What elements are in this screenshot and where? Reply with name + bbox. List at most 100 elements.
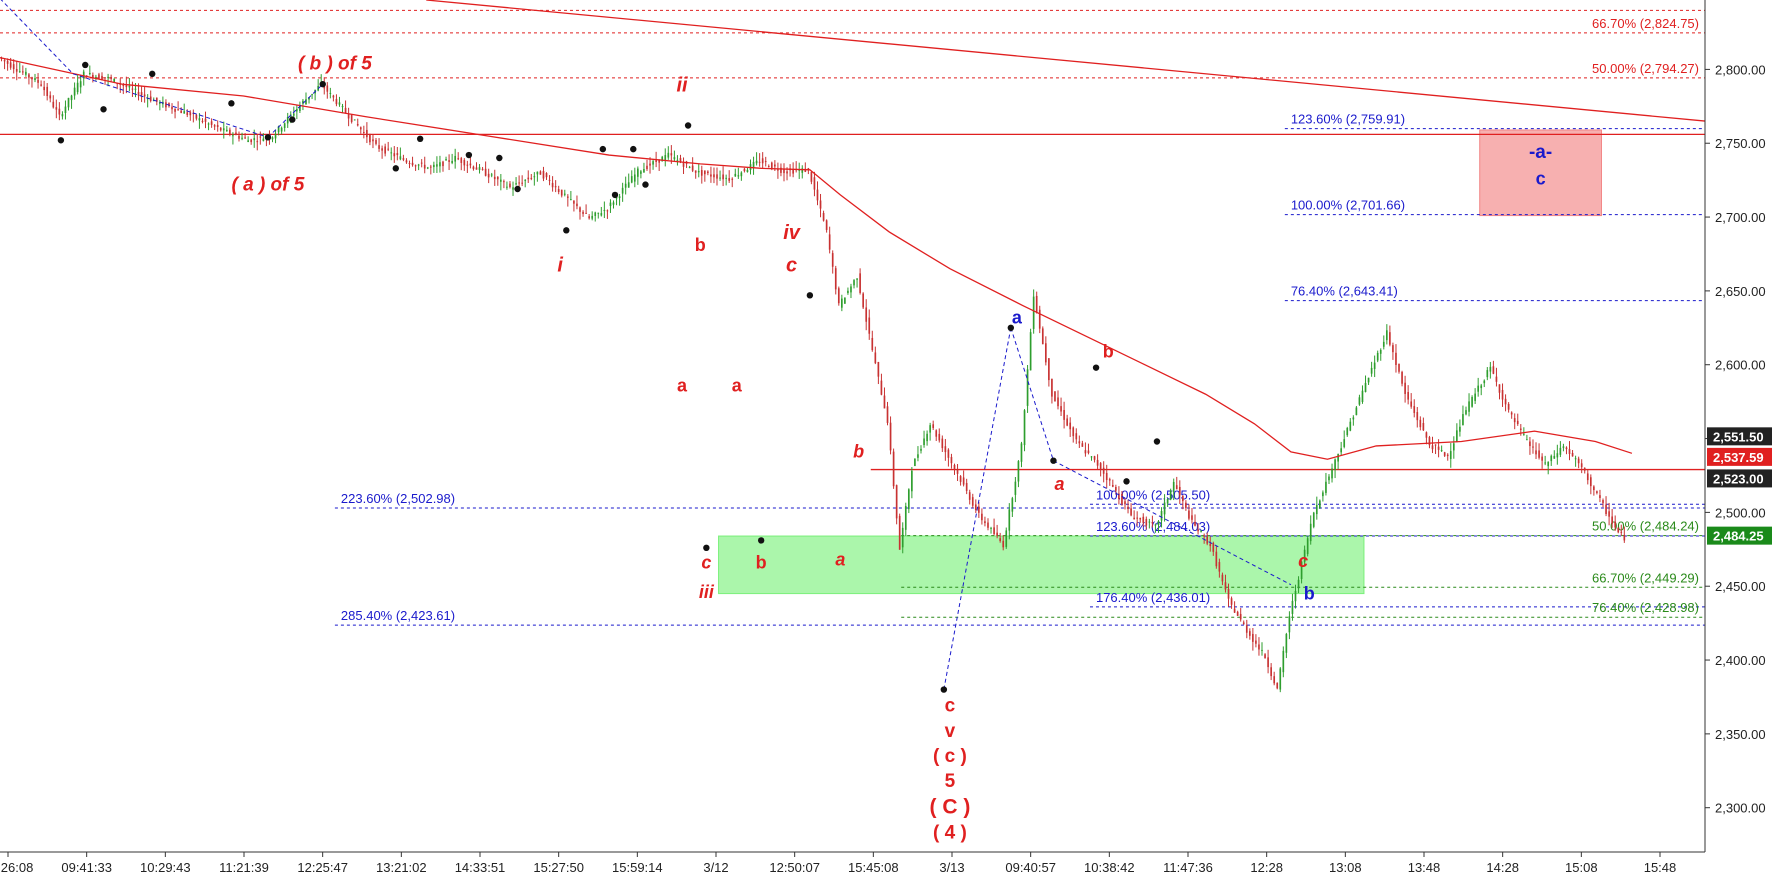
candle-body <box>938 433 941 441</box>
candle-body <box>183 111 186 114</box>
candle-body <box>433 164 435 168</box>
candle-body <box>588 216 590 219</box>
candle-body <box>180 110 182 113</box>
wave-label: 5 <box>945 771 956 792</box>
candle-body <box>472 166 475 170</box>
candle-body <box>408 163 411 165</box>
wave-label: c <box>701 552 711 572</box>
candle-body <box>1431 445 1434 450</box>
candle-body <box>652 161 654 165</box>
candle-body <box>1248 631 1251 636</box>
candle-body <box>1291 600 1294 614</box>
candle-body <box>1328 476 1330 481</box>
pivot-dot <box>1050 457 1057 464</box>
candle-body <box>1583 467 1586 471</box>
trend-line <box>0 0 74 75</box>
candle-body <box>332 95 335 98</box>
candle-body <box>1398 363 1400 372</box>
pivot-dot <box>57 137 65 144</box>
candle-body <box>807 168 810 170</box>
candle-body <box>43 86 45 91</box>
candle-body <box>283 123 286 128</box>
candle-body <box>764 161 767 163</box>
candle-body <box>907 489 910 510</box>
candle-body <box>402 158 405 160</box>
wave-label: b <box>695 235 706 255</box>
pivot-dot <box>684 122 692 129</box>
candle-body <box>232 135 234 137</box>
candle-body <box>1017 461 1020 482</box>
fib-level-label: 223.60% (2,502.98) <box>341 491 455 506</box>
candle-body <box>731 178 734 180</box>
candle-body <box>1437 446 1440 450</box>
candle-body <box>1133 517 1135 520</box>
y-tick-label: 2,650.00 <box>1715 284 1766 299</box>
candle-body <box>1346 428 1349 436</box>
pivot-dot <box>465 151 473 159</box>
fib-level-label: 100.00% (2,701.66) <box>1291 198 1405 213</box>
candle-body <box>277 126 280 133</box>
candle-body <box>1532 446 1534 448</box>
candle-body <box>466 164 469 166</box>
candle-body <box>198 118 201 121</box>
y-tick-label: 2,300.00 <box>1715 801 1766 816</box>
candle-body <box>929 425 931 433</box>
candle-body <box>1492 366 1495 374</box>
candle-body <box>898 515 901 550</box>
pivot-dot <box>757 537 765 544</box>
candle-body <box>761 158 764 164</box>
candle-body <box>1267 657 1269 668</box>
candle-body <box>1224 582 1227 590</box>
candle-body <box>204 118 207 122</box>
candle-body <box>1038 309 1041 329</box>
candle-body <box>1325 481 1327 493</box>
x-tick-label: 07:26:08 <box>0 860 33 875</box>
candle-body <box>113 78 116 83</box>
candle-body <box>633 174 636 182</box>
candle-body <box>18 71 21 73</box>
candle-body <box>1069 422 1072 430</box>
candle-body <box>959 476 962 482</box>
candle-body <box>1252 633 1254 642</box>
candle-body <box>1029 332 1032 371</box>
candle-body <box>743 168 746 172</box>
candle-body <box>1620 531 1623 533</box>
candle-body <box>853 280 855 286</box>
target-zone-green <box>718 535 1365 595</box>
candle-body <box>1014 481 1017 495</box>
y-tick-label: 2,700.00 <box>1715 210 1766 225</box>
candle-body <box>64 106 67 113</box>
candle-body <box>1096 459 1099 466</box>
candle-body <box>880 380 883 395</box>
candle-body <box>496 176 499 180</box>
candle-body <box>1529 441 1531 447</box>
candle-body <box>935 430 938 437</box>
candle-body <box>539 171 542 175</box>
candle-body <box>356 124 359 126</box>
candle-body <box>703 170 706 175</box>
candle-body <box>1264 654 1266 659</box>
candle-body <box>999 538 1002 541</box>
candle-body <box>1526 439 1528 441</box>
candle-body <box>971 497 974 506</box>
candle-body <box>426 167 429 169</box>
candle-body <box>207 123 210 125</box>
x-tick-label: 12:50:07 <box>769 860 820 875</box>
candle-body <box>73 87 76 96</box>
candle-body <box>582 211 584 214</box>
candle-body <box>12 64 15 70</box>
candle-body <box>1026 369 1029 406</box>
candle-body <box>186 112 189 116</box>
x-tick-label: 14:28 <box>1486 860 1519 875</box>
candle-body <box>1035 295 1038 313</box>
pivot-dot <box>599 145 607 153</box>
candle-body <box>165 102 167 108</box>
candle-body <box>1519 428 1522 430</box>
candle-body <box>451 160 453 163</box>
candle-body <box>1358 397 1361 405</box>
candle-body <box>767 166 770 168</box>
x-tick-label: 10:38:42 <box>1084 860 1135 875</box>
candle-body <box>950 457 953 464</box>
candle-body <box>271 137 274 140</box>
